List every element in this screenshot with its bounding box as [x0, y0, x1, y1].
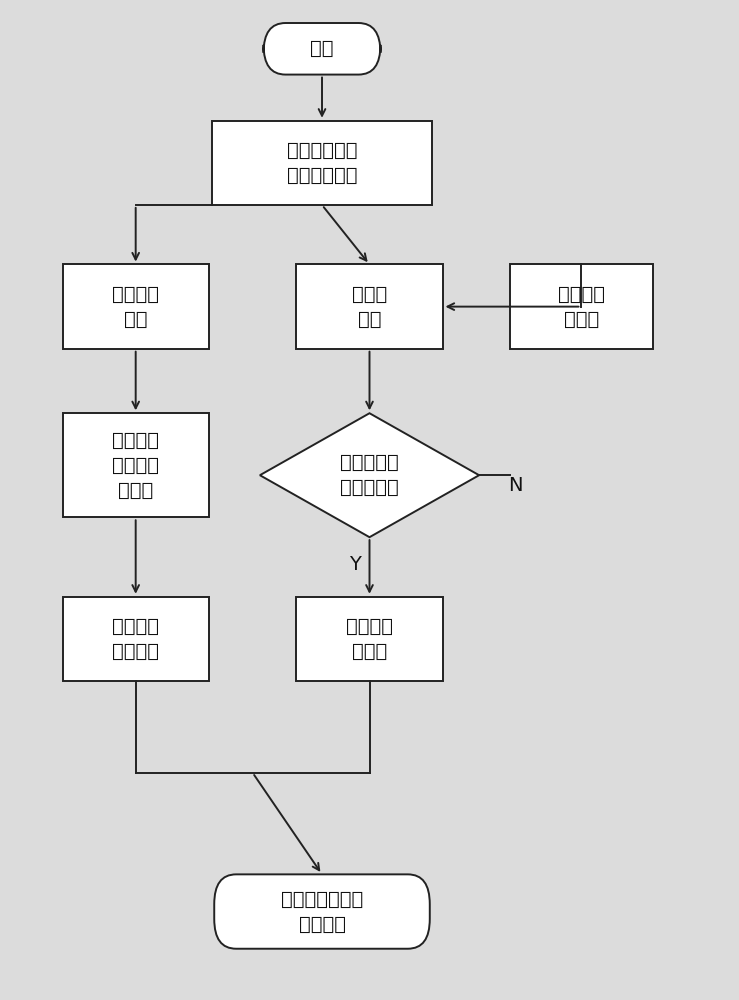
Text: Y: Y: [349, 555, 361, 574]
Text: N: N: [508, 476, 523, 495]
Bar: [63, 264, 208, 349]
Bar: [212, 121, 432, 205]
Bar: [296, 264, 443, 349]
Text: 设计二次
型最优性
能指标: 设计二次 型最优性 能指标: [112, 431, 159, 500]
Text: 调整滑模
面参数: 调整滑模 面参数: [558, 285, 605, 329]
Text: 滑动模态是
否渐进稳定: 滑动模态是 否渐进稳定: [340, 453, 399, 497]
Text: 开始: 开始: [310, 39, 334, 58]
Text: 求取等效
控制律: 求取等效 控制律: [346, 617, 393, 661]
FancyBboxPatch shape: [264, 23, 381, 75]
Bar: [296, 597, 443, 681]
Text: 最优理想
滑动模态: 最优理想 滑动模态: [112, 617, 159, 661]
FancyBboxPatch shape: [214, 874, 430, 949]
Bar: [63, 413, 208, 517]
Text: 设计滑
模面: 设计滑 模面: [352, 285, 387, 329]
Text: 获取四旋翼飞
行器控制模型: 获取四旋翼飞 行器控制模型: [287, 141, 357, 185]
Bar: [510, 264, 653, 349]
Bar: [63, 597, 208, 681]
Text: 构成最优滑模容
错控制律: 构成最优滑模容 错控制律: [281, 890, 363, 934]
Text: 获得标称
系统: 获得标称 系统: [112, 285, 159, 329]
Polygon shape: [260, 413, 479, 537]
